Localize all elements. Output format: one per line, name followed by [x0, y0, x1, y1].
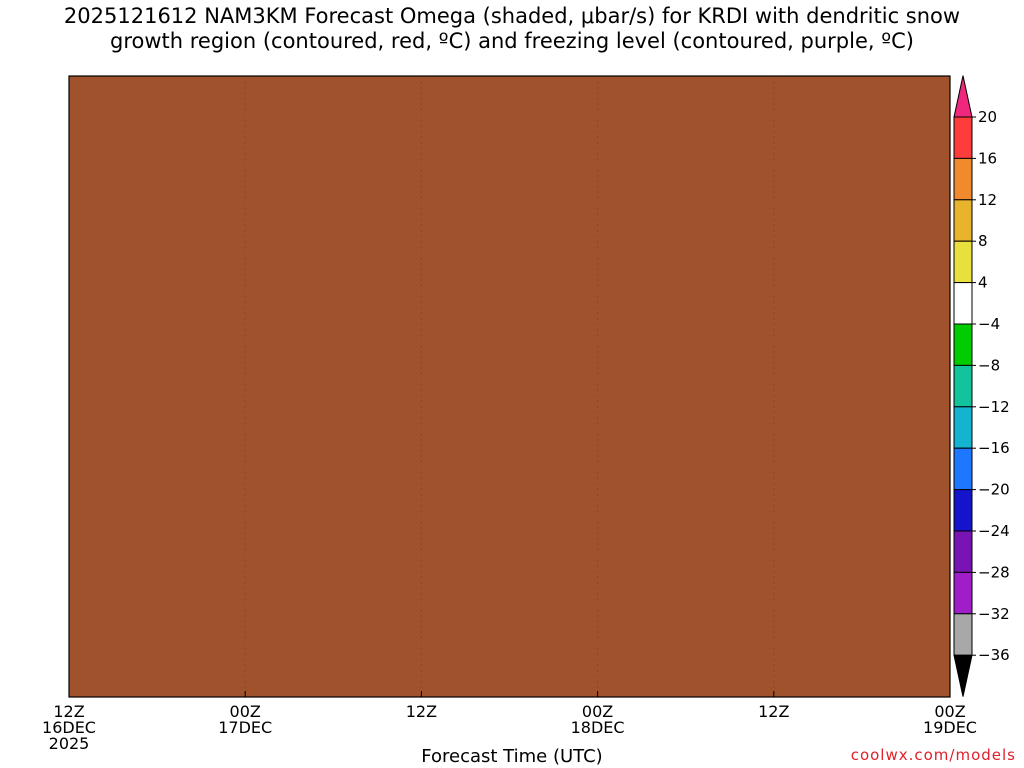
x-tick-label-48-0: 12Z — [758, 702, 789, 721]
colorbar-swatch-3 — [953, 199, 973, 242]
x-tick-label-24-0: 12Z — [406, 702, 437, 721]
colorbar-label-12: −32 — [978, 605, 1010, 623]
colorbar-label-1: 16 — [978, 149, 997, 167]
colorbar-swatch-2 — [953, 157, 973, 201]
chart-title-line1: 2025121612 NAM3KM Forecast Omega (shaded… — [63, 4, 961, 28]
colorbar-swatch-1 — [953, 116, 973, 159]
colorbar-swatch-13 — [953, 613, 973, 656]
colorbar-swatch-11 — [953, 530, 973, 573]
x-tick-label-12-1: 17DEC — [218, 718, 272, 737]
colorbar-label-11: −28 — [978, 563, 1010, 581]
colorbar-swatch-5 — [953, 282, 973, 325]
x-tick-label-36-1: 18DEC — [571, 718, 625, 737]
colorbar-label-2: 12 — [978, 191, 997, 209]
axes: 2503003504004505005506006507007508008509… — [42, 75, 977, 753]
x-tick-label-0-1: 16DEC — [42, 718, 96, 737]
colorbar-label-8: −16 — [978, 439, 1010, 457]
colorbar-swatch-8 — [953, 406, 973, 449]
colorbar-swatch-14 — [953, 654, 973, 697]
colorbar-label-0: 20 — [978, 108, 997, 126]
colorbar-label-5: −4 — [978, 315, 1000, 333]
credit-link[interactable]: coolwx.com/models — [850, 746, 1016, 764]
colorbar-label-3: 8 — [978, 232, 988, 250]
x-tick-label-36-0: 00Z — [582, 702, 613, 721]
colorbar-swatch-10 — [953, 489, 973, 532]
chart-title: 2025121612 NAM3KM Forecast Omega (shaded… — [0, 4, 1024, 54]
x-tick-label-12-0: 00Z — [230, 702, 261, 721]
x-tick-label-60-1: 19DEC — [923, 718, 977, 737]
colorbar-swatch-4 — [953, 240, 973, 284]
colorbar-swatch-6 — [953, 323, 973, 366]
x-tick-label-60-0: 00Z — [934, 702, 965, 721]
colorbar-label-9: −20 — [978, 481, 1010, 499]
terrain — [69, 76, 950, 697]
colorbar-swatch-12 — [953, 571, 973, 615]
colorbar-label-6: −8 — [978, 356, 1000, 374]
colorbar-label-7: −12 — [978, 398, 1010, 416]
colorbar: 20 16 12 8 4 −4 −8 −12 −16 −20 −24 −28 −32 −36 — [953, 75, 1010, 697]
colorbar-label-4: 4 — [978, 274, 988, 292]
colorbar-label-13: −36 — [978, 646, 1010, 664]
x-tick-label-0-0: 12Z — [53, 702, 84, 721]
colorbar-swatch-7 — [953, 364, 973, 408]
colorbar-swatch-0 — [953, 75, 973, 118]
colorbar-label-10: −24 — [978, 522, 1010, 540]
x-axis-label: Forecast Time (UTC) — [421, 746, 603, 767]
colorbar-swatch-9 — [953, 447, 973, 491]
terrain-fill — [69, 76, 950, 697]
x-tick-label-0-2: 2025 — [49, 734, 90, 753]
chart-title-line2: growth region (contoured, red, ºC) and f… — [110, 29, 914, 53]
plot-frame — [68, 75, 951, 698]
